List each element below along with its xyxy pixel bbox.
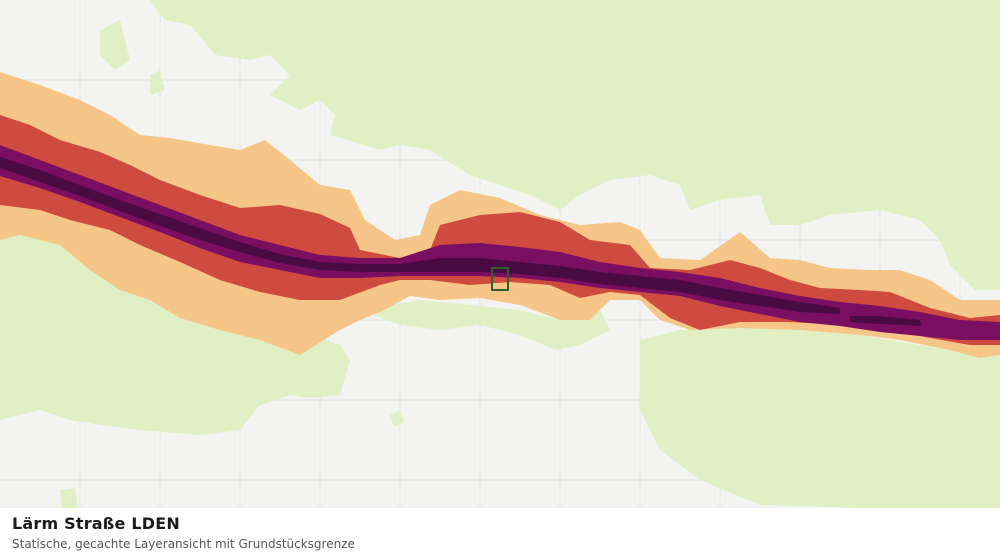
layer-subtitle: Statische, gecachte Layeransicht mit Gru… [12, 537, 355, 551]
noise-map-canvas [0, 0, 1000, 508]
zone-darkpurple [0, 157, 922, 326]
zone-lightgreen [0, 0, 1000, 508]
layer-title: Lärm Straße LDEN [12, 514, 180, 533]
zone-magenta [0, 145, 1000, 340]
map-caption: Lärm Straße LDEN Statische, gecachte Lay… [0, 508, 1000, 560]
noise-map[interactable] [0, 0, 1000, 508]
parcel-boundary[interactable] [491, 267, 509, 291]
